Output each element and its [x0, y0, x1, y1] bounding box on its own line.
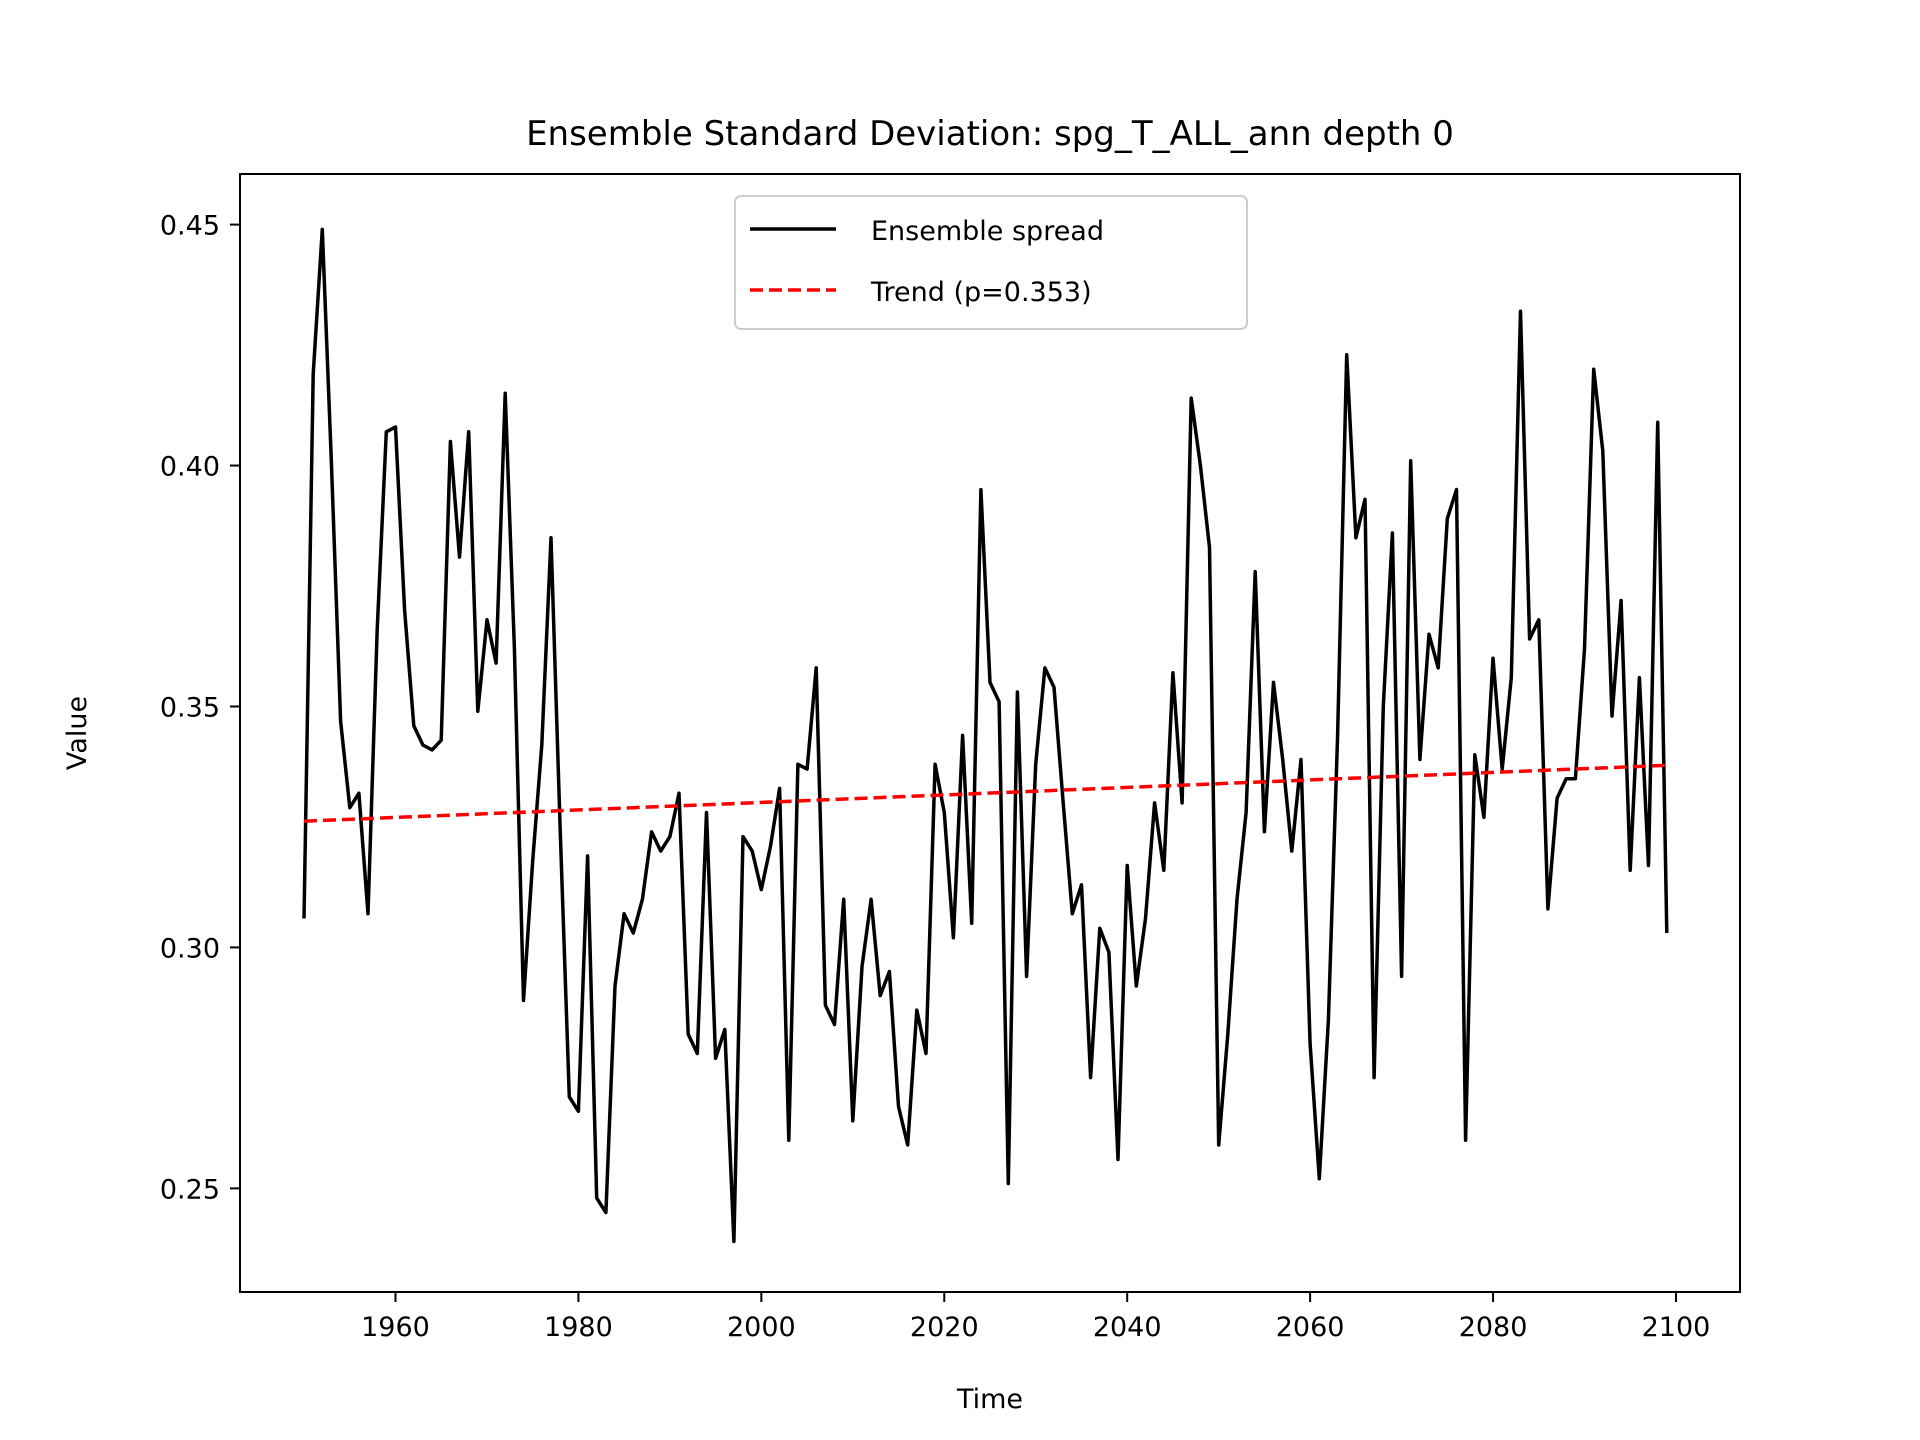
x-axis-label: Time [956, 1384, 1023, 1415]
x-tick-label: 1980 [544, 1312, 613, 1343]
legend: Ensemble spread Trend (p=0.353) [734, 195, 1248, 330]
y-tick-label: 0.35 [160, 692, 220, 723]
series-line-ensemble-spread [302, 227, 1669, 1244]
x-tick-label: 2040 [1093, 1312, 1162, 1343]
chart-title: Ensemble Standard Deviation: spg_T_ALL_a… [526, 114, 1454, 154]
y-axis-ticks: 0.25 0.30 0.35 0.40 0.45 [160, 211, 240, 1205]
legend-box [734, 195, 1248, 330]
x-tick-label: 1960 [361, 1312, 430, 1343]
y-tick-label: 0.25 [160, 1174, 220, 1205]
y-axis-label: Value [62, 696, 93, 770]
y-tick-label: 0.30 [160, 933, 220, 964]
x-axis-ticks: 1960 1980 2000 2020 2040 2060 2080 2100 [361, 1292, 1710, 1343]
x-tick-label: 2000 [727, 1312, 796, 1343]
axes-frame [239, 173, 1741, 1293]
plot-area [302, 227, 1669, 1244]
x-tick-label: 2080 [1459, 1312, 1528, 1343]
legend-label-ensemble-spread: Ensemble spread [871, 216, 1104, 247]
x-tick-label: 2100 [1642, 1312, 1711, 1343]
y-tick-label: 0.40 [160, 452, 220, 483]
x-tick-label: 2020 [910, 1312, 979, 1343]
y-tick-label: 0.45 [160, 211, 220, 242]
legend-label-trend: Trend (p=0.353) [870, 277, 1092, 308]
x-tick-label: 2060 [1276, 1312, 1345, 1343]
